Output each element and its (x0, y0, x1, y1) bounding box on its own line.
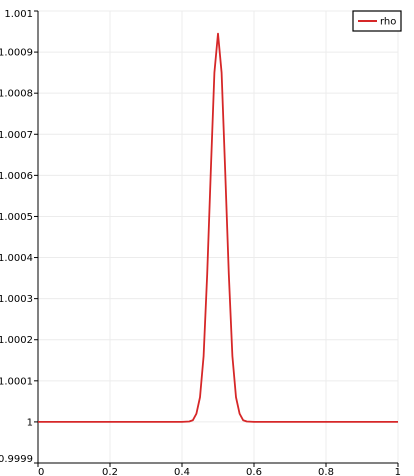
grid (37, 10, 399, 464)
x-axis-ticks: 0 0.2 0.4 0.6 0.8 1 (37, 463, 401, 476)
y-tick-label: 1.0006 (0, 171, 33, 182)
y-tick-label: 1.0003 (0, 294, 33, 305)
y-tick-label: 1.0001 (0, 376, 33, 387)
legend-label-rho: rho (380, 17, 396, 28)
x-tick-label: 0.2 (102, 467, 118, 476)
y-tick-label: 1 (27, 417, 33, 428)
series-line-rho (38, 32, 398, 423)
x-tick-label: 1 (395, 467, 401, 476)
axes (37, 11, 398, 464)
legend: rho (352, 10, 402, 32)
y-tick-label: 1.0004 (0, 253, 33, 264)
x-tick-label: 0.4 (174, 467, 190, 476)
series-layer (38, 32, 398, 423)
y-tick-label: 1.0002 (0, 335, 33, 346)
x-tick-label: 0 (38, 467, 44, 476)
x-tick-label: 0.8 (318, 467, 334, 476)
y-tick-label: 1.0009 (0, 48, 33, 59)
y-tick-label: 1.001 (4, 9, 33, 20)
y-tick-label: 1.0008 (0, 89, 33, 100)
y-tick-label: 0.9999 (0, 454, 33, 465)
y-tick-label: 1.0007 (0, 130, 33, 141)
x-tick-label: 0.6 (246, 467, 262, 476)
y-axis-ticks: 0.9999 1 1.0001 1.0002 1.0003 1.0004 1.0005 1.0… (0, 9, 38, 465)
y-tick-label: 1.0005 (0, 212, 33, 223)
